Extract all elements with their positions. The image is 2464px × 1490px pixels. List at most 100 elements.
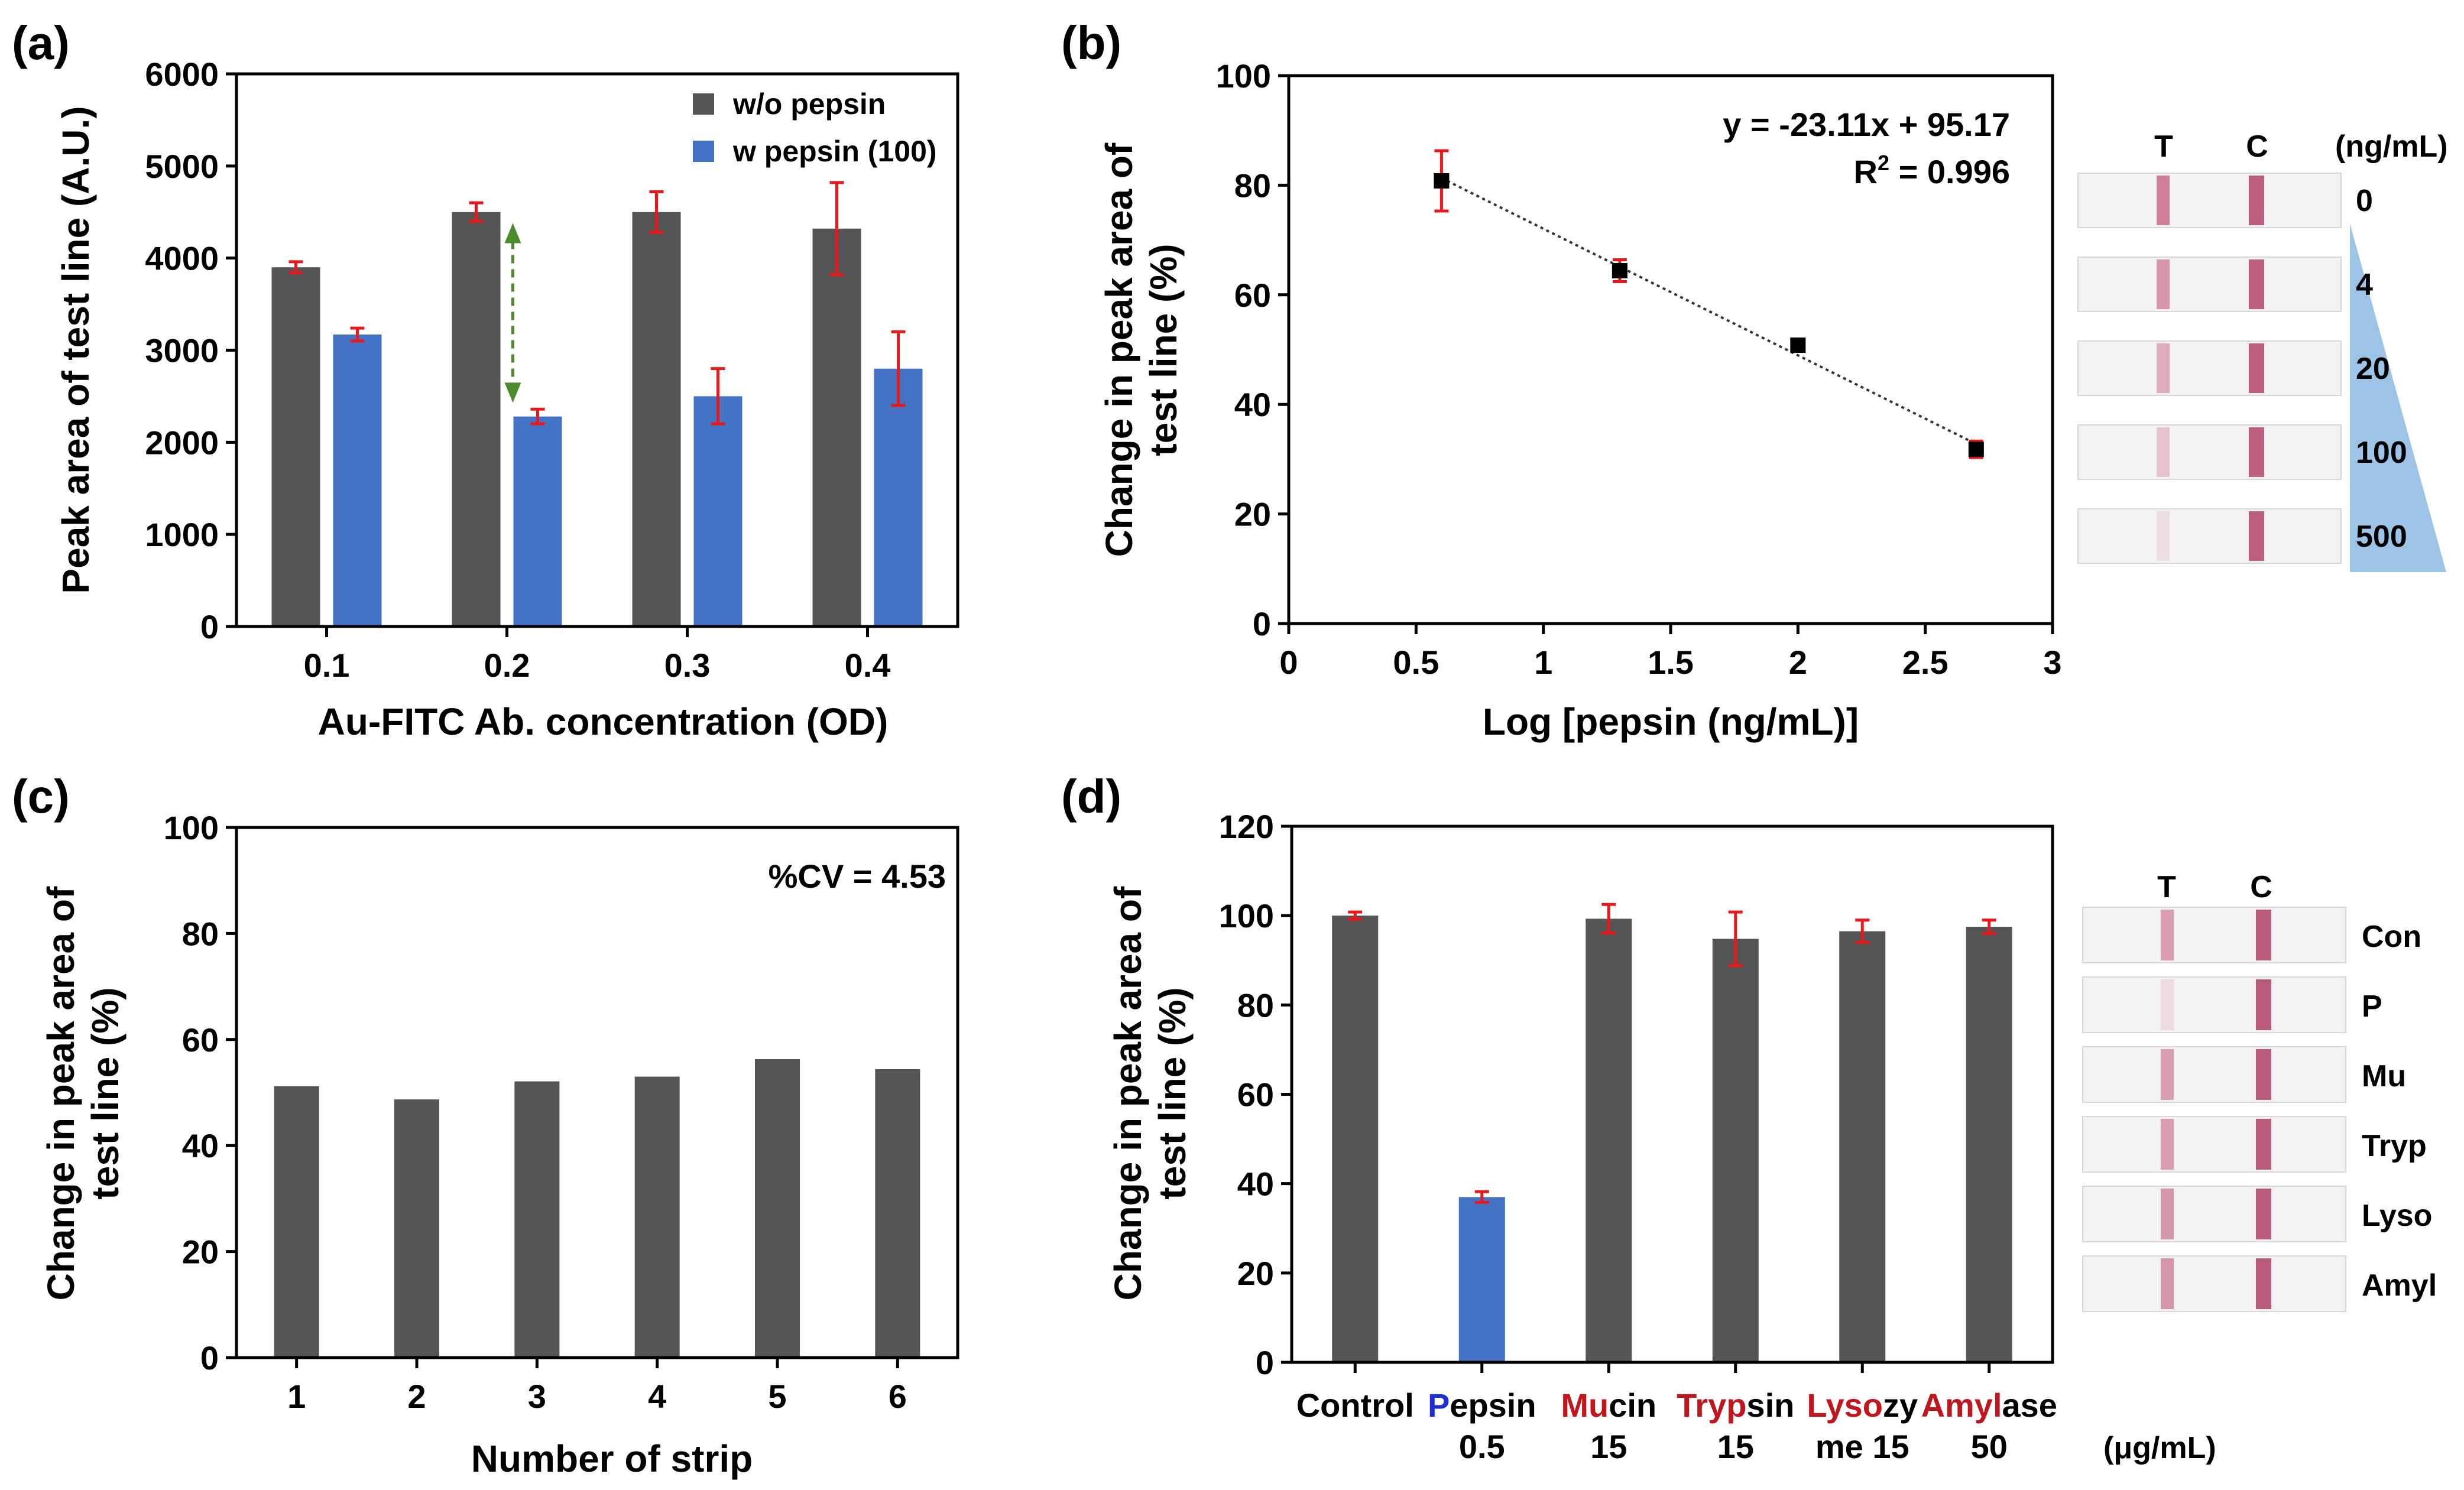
panel-a-arrowhead-down xyxy=(504,382,521,403)
panel-d-bar xyxy=(1839,931,1886,1362)
panel-a-bar-with-pepsin xyxy=(693,396,743,626)
panel-d-strip-control-line xyxy=(2256,1049,2271,1100)
panel-d-bar xyxy=(1332,916,1379,1362)
panel-c-axes xyxy=(235,826,959,1359)
panel-d-unit-label: (μg/mL) xyxy=(2103,1431,2216,1465)
panel-b-strip-control-line xyxy=(2249,511,2264,561)
panel-a-xtick-label: 0.4 xyxy=(845,647,891,684)
panel-c-bar xyxy=(755,1059,800,1358)
panel-d-test-strip xyxy=(2082,1046,2346,1103)
panel-b-xlabel: Log [pepsin (ng/mL)] xyxy=(1483,700,1859,743)
panel-a-bar-without-pepsin xyxy=(271,267,320,626)
panel-a-ytick-label: 2000 xyxy=(145,424,219,461)
panel-b-strip-test-line xyxy=(2157,511,2170,561)
panel-b-ytick-label: 0 xyxy=(1253,605,1271,642)
panel-a-ytick-label: 1000 xyxy=(145,516,219,553)
panel-d-bar xyxy=(1712,939,1759,1362)
panel-d-category-name: Lysozy xyxy=(1807,1387,1918,1424)
panel-b-r-value: = 0.996 xyxy=(1889,153,2010,190)
panel-d-bar xyxy=(1586,918,1632,1362)
panel-c-cv-annotation: %CV = 4.53 xyxy=(769,858,946,895)
panel-d-category-name: Control xyxy=(1296,1387,1414,1424)
panel-d-bar xyxy=(1966,927,2012,1362)
panel-c-xtick-label: 4 xyxy=(648,1378,666,1415)
panel-a-axes xyxy=(235,72,959,628)
panel-c-label: (c) xyxy=(12,770,70,823)
panel-a-xlabel: Au-FITC Ab. concentration (OD) xyxy=(318,700,889,743)
panel-c-bar xyxy=(394,1099,439,1358)
panel-c-ytick-label: 40 xyxy=(182,1127,219,1164)
panel-a-bar-with-pepsin xyxy=(874,368,923,626)
panel-c-ytick-label: 100 xyxy=(164,809,219,846)
panel-a-bar-with-pepsin xyxy=(513,416,562,626)
panel-b-test-strip xyxy=(2077,340,2342,396)
panel-b-ylabel-line2: test line (%) xyxy=(1142,244,1185,456)
panel-c-ylabel-line1: Change in peak area of xyxy=(40,886,82,1300)
panel-c-bar xyxy=(634,1076,680,1358)
panel-a-bar-without-pepsin xyxy=(632,212,681,626)
panel-b-strip-c-header: C xyxy=(2246,129,2268,164)
panel-c-xtick-label: 2 xyxy=(407,1378,426,1415)
panel-b-equation: y = -23.11x + 95.17 xyxy=(1723,106,2010,143)
panel-b-strip-control-line xyxy=(2249,427,2264,477)
panel-b-xtick-label: 0 xyxy=(1279,644,1298,681)
panel-b-strip-label: 100 xyxy=(2356,436,2407,470)
panel-d-ytick-label: 40 xyxy=(1237,1166,1274,1203)
panel-d-ytick-label: 120 xyxy=(1219,808,1274,845)
panel-b-strip-control-line xyxy=(2249,259,2264,309)
panel-d-strip-label: Mu xyxy=(2362,1059,2406,1093)
panel-c-ytick-label: 60 xyxy=(182,1021,219,1059)
panel-c-xlabel: Number of strip xyxy=(471,1437,753,1480)
panel-d-ytick-label: 100 xyxy=(1219,897,1274,934)
panel-d-strip-t-header: T xyxy=(2157,870,2176,904)
panel-c-xtick-label: 3 xyxy=(528,1378,546,1415)
panel-b-strip-label: 500 xyxy=(2356,520,2407,554)
panel-d-strip-label: Con xyxy=(2362,920,2421,954)
panel-d-category-concentration: 15 xyxy=(1717,1428,1754,1465)
panel-b-strip-label: 0 xyxy=(2356,184,2373,218)
panel-d-strip-label: P xyxy=(2362,989,2382,1024)
panel-d-bar xyxy=(1458,1197,1505,1362)
panel-d-category-segment: zy xyxy=(1883,1387,1918,1424)
panel-d-category-segment: Mu xyxy=(1561,1387,1609,1424)
panel-b-strip-test-line xyxy=(2157,427,2170,477)
panel-d-strip-test-line xyxy=(2161,979,2174,1030)
panel-d-strip-test-line xyxy=(2161,1258,2174,1309)
panel-d-axes xyxy=(1290,824,2054,1364)
panel-b-test-strip xyxy=(2077,508,2342,564)
panel-c-bar xyxy=(514,1081,560,1358)
panel-a-xtick-label: 0.2 xyxy=(484,647,530,684)
panel-b-data-point xyxy=(1790,337,1806,353)
panel-d-category-segment: Amyl xyxy=(1921,1387,2002,1424)
panel-b-strip-control-line xyxy=(2249,343,2264,393)
panel-b-test-strip xyxy=(2077,424,2342,480)
panel-b-strip-unit: (ng/mL) xyxy=(2335,129,2448,164)
panel-a-ylabel: Peak area of test line (A.U.) xyxy=(54,106,97,593)
panel-d-category-concentration: 50 xyxy=(1971,1428,2008,1465)
panel-d-test-strip xyxy=(2082,976,2346,1033)
panel-d-strip-label: Lyso xyxy=(2362,1199,2432,1233)
panel-d-category-segment: Control xyxy=(1296,1387,1414,1424)
panel-d-ytick-label: 80 xyxy=(1237,986,1274,1024)
panel-a-xtick-label: 0.3 xyxy=(664,647,711,684)
panel-d-category-segment: cin xyxy=(1609,1387,1656,1424)
panel-d-ylabel-line2: test line (%) xyxy=(1151,987,1194,1199)
panel-d-strip-control-line xyxy=(2256,1119,2271,1170)
panel-d-strip-control-line xyxy=(2256,910,2271,960)
panel-d-strip-label: Tryp xyxy=(2362,1129,2427,1163)
panel-a-ytick-label: 6000 xyxy=(145,56,219,93)
panel-d-test-strip xyxy=(2082,907,2346,963)
panel-b-strip-test-line xyxy=(2157,343,2170,393)
panel-c-ytick-label: 80 xyxy=(182,915,219,952)
panel-d-strip-test-line xyxy=(2161,1119,2174,1170)
panel-d-ytick-label: 60 xyxy=(1237,1076,1274,1114)
panel-b-ylabel-line1: Change in peak area of xyxy=(1098,142,1140,557)
panel-d-category-segment: sin xyxy=(1746,1387,1794,1424)
panel-d-category-concentration: 15 xyxy=(1590,1428,1627,1465)
panel-a-bar-with-pepsin xyxy=(333,335,382,626)
panel-d-category-segment: Lyso xyxy=(1807,1387,1883,1424)
panel-b-r-superscript: 2 xyxy=(1878,151,1889,175)
panel-b-strip-control-line xyxy=(2249,176,2264,225)
panel-b-test-strip xyxy=(2077,173,2342,228)
